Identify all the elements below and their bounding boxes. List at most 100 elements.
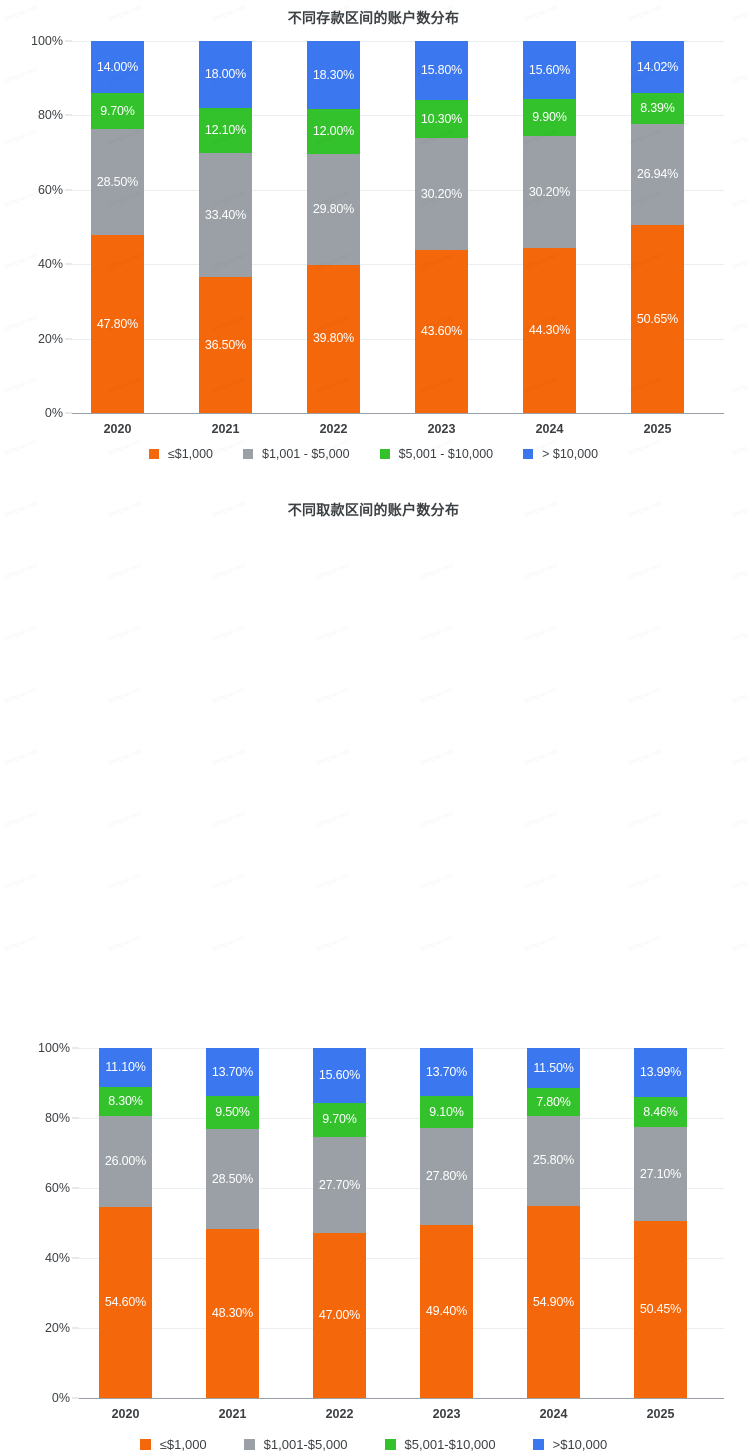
x-axis-tick-label: 2023 (432, 1407, 461, 1421)
legend-color-swatch-icon (139, 1439, 151, 1450)
bar-segment-value-label: 28.50% (211, 1171, 254, 1186)
bar-segment[interactable]: 26.00% (99, 1115, 152, 1207)
stacked-bar[interactable]: 13.70% 9.10% 27.80% 49.40% 2023 (420, 1048, 473, 1421)
stacked-bar[interactable]: 13.70% 9.50% 28.50% 48.30% 2021 (206, 1048, 259, 1421)
legend-item[interactable]: $1,001 - $5,000 (243, 447, 350, 461)
bar-segment-value-label: 9.50% (215, 1105, 250, 1120)
bar-segment[interactable]: 15.80% (415, 41, 468, 100)
bar-segment-value-label: 25.80% (532, 1153, 575, 1168)
bar-segment[interactable]: 9.70% (313, 1102, 366, 1137)
bar-segment[interactable]: 11.10% (99, 1048, 152, 1087)
bar-segment[interactable]: 11.50% (527, 1048, 580, 1089)
y-axis-tick-label: 20% (44, 1321, 70, 1335)
legend-item[interactable]: ≤$1,000 (139, 1437, 207, 1452)
bar-segment-value-label: 27.10% (639, 1166, 682, 1181)
bar-segment[interactable]: 9.90% (523, 99, 576, 136)
legend-item[interactable]: ≤$1,000 (148, 447, 213, 461)
bar-segment[interactable]: 9.70% (91, 93, 144, 130)
legend-item[interactable]: $1,001-$5,000 (243, 1437, 348, 1452)
bar-segment[interactable]: 18.00% (199, 41, 252, 108)
withdrawal-distribution-chart: 不同取款区间的账户数分布 0% 20% 40% 60% 80% 100% 11.10% 8.3… (0, 487, 747, 1452)
x-axis-tick-label: 2022 (319, 422, 348, 436)
x-axis-tick-label: 2022 (325, 1407, 354, 1421)
bar-segment[interactable]: 8.30% (99, 1086, 152, 1116)
bar-segment[interactable]: 27.10% (634, 1126, 687, 1222)
bar-segment-value-label: 9.10% (429, 1104, 464, 1119)
stacked-bar[interactable]: 15.60% 9.70% 27.70% 47.00% 2022 (313, 1048, 366, 1421)
stacked-bar[interactable]: 15.60% 9.90% 30.20% 44.30% 2024 (523, 41, 576, 436)
x-axis-tick-label: 2024 (535, 422, 564, 436)
stacked-bar[interactable]: 13.99% 8.46% 27.10% 50.45% 2025 (634, 1048, 687, 1421)
bar-segment[interactable]: 27.70% (313, 1136, 366, 1234)
y-axis-tick-mark (72, 1327, 79, 1329)
bar-segment[interactable]: 28.50% (206, 1129, 259, 1229)
stacked-bar[interactable]: 14.00% 9.70% 28.50% 47.80% 2020 (91, 41, 144, 436)
bar-segment[interactable]: 9.10% (420, 1095, 473, 1128)
stacked-bar[interactable]: 15.80% 10.30% 30.20% 43.60% 2023 (415, 41, 468, 436)
stacked-bar[interactable]: 11.10% 8.30% 26.00% 54.60% 2020 (99, 1048, 152, 1421)
bar-segment[interactable]: 33.40% (199, 152, 252, 278)
bar-segment[interactable]: 9.50% (206, 1095, 259, 1130)
gridline (72, 338, 724, 340)
bar-segment[interactable]: 13.70% (206, 1048, 259, 1096)
bar-segment-value-label: 7.80% (536, 1094, 571, 1109)
bar-segment[interactable]: 12.00% (307, 109, 360, 154)
bar-segment[interactable]: 43.60% (415, 250, 468, 413)
bar-segment[interactable]: 14.02% (631, 41, 684, 94)
bar-segment-value-label: 9.70% (100, 103, 135, 118)
bar-segment-value-label: 15.60% (318, 1068, 361, 1083)
stacked-bar[interactable]: 14.02% 8.39% 26.94% 50.65% 2025 (631, 41, 684, 436)
bar-segment[interactable]: 44.30% (523, 248, 576, 413)
bar-segment[interactable]: 7.80% (527, 1088, 580, 1116)
x-axis-tick-label: 2020 (103, 422, 132, 436)
y-axis-tick-label: 100% (31, 34, 63, 48)
legend-item[interactable]: $5,001-$10,000 (384, 1437, 496, 1452)
bar-segment[interactable]: 15.60% (523, 41, 576, 100)
bar-segment[interactable]: 30.20% (415, 138, 468, 251)
bar-segment[interactable]: 12.10% (199, 107, 252, 153)
withdrawal-plot-area: 0% 20% 40% 60% 80% 100% 11.10% 8.30% 26.00% 54.60… (38, 1041, 724, 1421)
gridline (79, 1258, 724, 1259)
bar-segment[interactable]: 47.80% (91, 235, 144, 413)
bar-segment[interactable]: 14.00% (91, 41, 144, 94)
bar-segment-value-label: 8.39% (640, 101, 675, 116)
legend-item[interactable]: $5,001 - $10,000 (379, 447, 493, 461)
bar-segment[interactable]: 29.80% (307, 153, 360, 265)
bar-segment[interactable]: 13.70% (420, 1048, 473, 1096)
bar-segment[interactable]: 18.30% (307, 41, 360, 110)
bar-segment-value-label: 27.70% (318, 1177, 361, 1192)
bar-segment[interactable]: 47.00% (313, 1233, 366, 1398)
deposit-legend: ≤$1,000 $1,001 - $5,000 $5,001 - $10,000 > … (0, 447, 747, 461)
bar-segment[interactable]: 15.60% (313, 1048, 366, 1103)
bar-segment[interactable]: 48.30% (206, 1228, 259, 1398)
bar-segment-value-label: 43.60% (420, 324, 463, 339)
bar-segment[interactable]: 50.65% (631, 224, 684, 413)
bar-segment[interactable]: 49.40% (420, 1225, 473, 1398)
stacked-bar[interactable]: 11.50% 7.80% 25.80% 54.90% 2024 (527, 1048, 580, 1421)
bar-segment[interactable]: 30.20% (523, 135, 576, 249)
bar-segment[interactable]: 25.80% (527, 1115, 580, 1206)
bar-segment[interactable]: 54.90% (527, 1205, 580, 1398)
bar-segment-value-label: 47.80% (96, 316, 139, 331)
y-axis-tick-mark (72, 1187, 79, 1189)
bar-segment[interactable]: 8.39% (631, 93, 684, 125)
bar-segment[interactable]: 54.60% (99, 1206, 152, 1398)
legend-item[interactable]: > $10,000 (523, 447, 598, 461)
bar-segment[interactable]: 26.94% (631, 124, 684, 225)
bar-segment-value-label: 13.70% (425, 1064, 468, 1079)
bar-segment-value-label: 29.80% (312, 201, 355, 216)
stacked-bar[interactable]: 18.00% 12.10% 33.40% 36.50% 2021 (199, 41, 252, 436)
y-axis-tick-label: 60% (44, 1181, 70, 1195)
bar-segment[interactable]: 36.50% (199, 277, 252, 413)
bar-segment[interactable]: 13.99% (634, 1048, 687, 1097)
gridline (79, 1328, 724, 1329)
bar-segment[interactable]: 28.50% (91, 129, 144, 236)
bar-segment[interactable]: 27.80% (420, 1127, 473, 1226)
bar-segment[interactable]: 10.30% (415, 99, 468, 139)
legend-item[interactable]: >$10,000 (532, 1437, 607, 1452)
bar-segment[interactable]: 8.46% (634, 1096, 687, 1127)
y-axis-tick-mark (65, 338, 72, 340)
bar-segment[interactable]: 50.45% (634, 1221, 687, 1398)
stacked-bar[interactable]: 18.30% 12.00% 29.80% 39.80% 2022 (307, 41, 360, 436)
bar-segment[interactable]: 39.80% (307, 264, 360, 413)
